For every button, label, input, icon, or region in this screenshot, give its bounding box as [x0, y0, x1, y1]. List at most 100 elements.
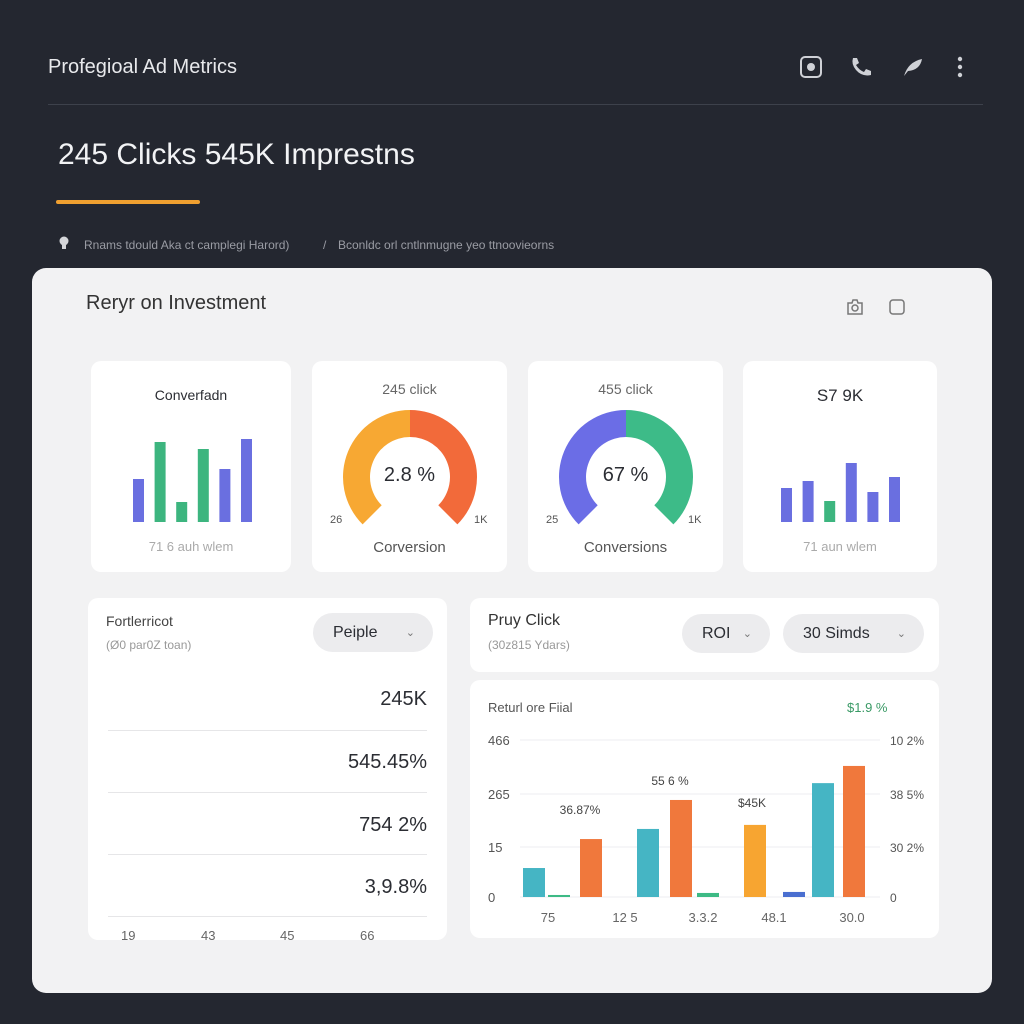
y-tick-left: 15: [488, 840, 502, 855]
bar: [219, 469, 231, 522]
card-footer: 71 6 auh wlem: [148, 539, 234, 554]
conversions-gauge-card: 455 click 67 % 25 1K Conversions: [528, 361, 723, 572]
gauge-label: Conversions: [583, 539, 668, 556]
instagram-icon[interactable]: [798, 54, 824, 80]
chevron-down-icon: ⌄: [742, 628, 752, 640]
headline-underline: [56, 200, 200, 204]
bar: [580, 839, 602, 897]
bar: [133, 479, 144, 522]
data-label: $45K: [738, 796, 766, 810]
gauge-segment-right: [410, 410, 477, 525]
breadcrumb-second[interactable]: Bconldc orl cntlnmugne yeo ttnoovieorns: [338, 238, 555, 252]
row-divider: [108, 854, 427, 855]
metric-value: 545.45%: [348, 751, 427, 773]
card-title: Fortlerricot: [106, 613, 173, 629]
y-tick-right: 0: [890, 891, 897, 905]
x-label: 45: [280, 928, 295, 943]
location-icon: [58, 236, 70, 253]
mini-bar-chart: [133, 439, 252, 522]
performance-card: Fortlerricot (Ø0 par0Z toan) Peiple ⌄ 245…: [88, 598, 447, 943]
bar: [697, 892, 719, 897]
bar: [154, 442, 166, 522]
conversion-bars-card: Converfadn 71 6 auh wlem: [91, 361, 291, 572]
header-divider: [48, 104, 983, 105]
gauge-segment-left: [343, 410, 410, 525]
people-dropdown[interactable]: Peiple ⌄: [313, 613, 433, 652]
return-chart-card: Returl ore Fiial $1.9 % 466 265 15 0 10 2% 38…: [470, 680, 939, 938]
conversion-gauge-card: 245 click 2.8 % 26 1K Corversion: [312, 361, 507, 572]
period-dropdown[interactable]: 30 Simds ⌄: [783, 614, 924, 653]
card-title: 455 click: [598, 381, 653, 397]
bar: [824, 501, 836, 522]
dropdown-value: 30 Simds: [803, 624, 870, 642]
return-bar-chart: 466 265 15 0 10 2% 38 5% 30 2% 0 75 12 5 3.3.2 48.1…: [488, 733, 924, 925]
metric-value: 245K: [380, 688, 427, 710]
gauge-chart: [343, 410, 477, 525]
gauge-max: 1K: [688, 514, 702, 526]
gauge-chart: [559, 410, 693, 525]
breadcrumb-first[interactable]: Rnams tdould Aka ct camplegi Harord): [84, 238, 290, 252]
bar: [783, 891, 805, 897]
row-divider: [108, 792, 427, 793]
x-tick: 12 5: [612, 910, 637, 925]
chevron-down-icon: ⌄: [896, 628, 906, 640]
more-vert-icon[interactable]: [948, 54, 974, 80]
section-subtitle: (30z815 Ydars): [488, 638, 570, 652]
bar: [197, 449, 209, 522]
camera-icon[interactable]: [845, 297, 865, 322]
gauge-max: 1K: [474, 514, 488, 526]
card-title: Converfadn: [154, 387, 228, 403]
section-title: Pruy Click: [488, 612, 561, 629]
bar: [867, 492, 879, 522]
x-label: 66: [360, 928, 375, 943]
bar: [670, 799, 692, 897]
panel-title: Reryr on Investment: [86, 292, 267, 314]
data-label: 36.87%: [560, 803, 601, 817]
data-label: 55 6 %: [651, 774, 689, 788]
chart-corner-label: $1.9 %: [847, 700, 888, 715]
metric-value: 754 2%: [359, 814, 427, 836]
chevron-down-icon: ⌄: [405, 627, 415, 639]
row-divider: [108, 916, 427, 917]
x-tick: 48.1: [761, 910, 786, 925]
x-label: 19: [121, 928, 136, 943]
send-icon[interactable]: [900, 54, 926, 80]
x-tick: 30.0: [839, 910, 864, 925]
card-title: 245 click: [382, 381, 437, 397]
bar: [176, 502, 188, 522]
gauge-segment-left: [559, 410, 626, 525]
bar: [523, 868, 545, 897]
gauge-label: Corversion: [373, 539, 446, 556]
bar: [845, 463, 857, 522]
headline: 245 Clicks 545K Imprestns: [58, 138, 415, 171]
x-tick: 3.3.2: [689, 910, 718, 925]
y-tick-left: 466: [488, 733, 510, 748]
square-icon[interactable]: [887, 297, 907, 322]
roi-dropdown[interactable]: ROI ⌄: [682, 614, 770, 653]
breadcrumb-separator: /: [323, 238, 327, 252]
y-tick-right: 10 2%: [890, 734, 924, 748]
bar: [637, 828, 659, 897]
revenue-bars-card: S7 9K 71 aun wlem: [743, 361, 937, 572]
bar: [781, 488, 792, 522]
gauge-min: 26: [330, 514, 343, 526]
bar: [241, 439, 252, 522]
x-tick: 75: [541, 910, 555, 925]
x-label: 43: [201, 928, 216, 943]
y-tick-left: 265: [488, 787, 510, 802]
mini-bar-chart: [781, 463, 900, 522]
bar: [843, 765, 865, 897]
bar: [548, 894, 570, 897]
bar: [889, 477, 900, 522]
bar: [812, 783, 834, 897]
dropdown-value: ROI: [702, 624, 731, 642]
gauge-min: 25: [546, 514, 559, 526]
phone-icon[interactable]: [848, 54, 874, 80]
dropdown-value: Peiple: [333, 623, 378, 641]
card-footer: 71 aun wlem: [803, 539, 877, 554]
bar: [802, 481, 814, 522]
bar: [744, 824, 766, 897]
card-title: S7 9K: [816, 386, 864, 405]
metric-value: 3,9.8%: [364, 876, 427, 898]
y-tick-left: 0: [488, 890, 495, 905]
